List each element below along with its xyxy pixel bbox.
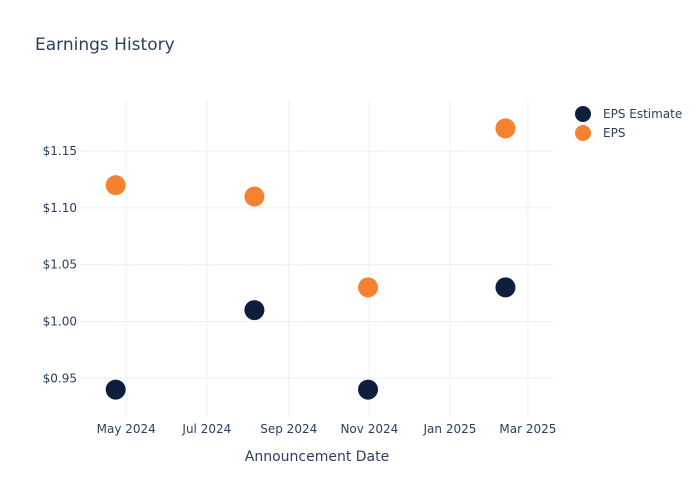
x-axis-ticks: May 2024 Jul 2024 Sep 2024 Nov 2024 Jan 2025… [97,422,557,436]
y-tick-label: $1.00 [43,314,77,328]
legend-label: EPS [603,126,625,140]
y-tick-label: $1.15 [43,144,77,158]
eps-estimate-point[interactable] [358,379,379,400]
x-tick-label: Sep 2024 [260,422,317,436]
eps-estimate-point[interactable] [244,300,265,321]
y-tick-label: $1.10 [43,201,77,215]
eps-point[interactable] [358,277,379,298]
y-axis-ticks: $0.95 $1.00 $1.05 $1.10 $1.15 [43,144,77,385]
x-tick-label: Mar 2025 [499,422,556,436]
x-tick-label: Jul 2024 [181,422,231,436]
y-tick-label: $0.95 [43,371,77,385]
x-tick-label: Nov 2024 [340,422,398,436]
y-tick-label: $1.05 [43,258,77,272]
legend-item-eps[interactable]: EPS [575,125,625,141]
legend-label: EPS Estimate [603,107,682,121]
eps-point[interactable] [244,186,265,207]
x-tick-label: Jan 2025 [423,422,477,436]
legend[interactable]: EPS Estimate EPS [575,106,682,141]
eps-point[interactable] [105,175,126,196]
chart-title: Earnings History [35,35,175,55]
grid-lines [80,100,553,418]
legend-item-eps-estimate[interactable]: EPS Estimate [575,106,682,122]
x-axis-title: Announcement Date [245,449,389,465]
eps-estimate-point[interactable] [105,379,126,400]
data-points [105,118,516,400]
eps-estimate-point[interactable] [495,277,516,298]
legend-marker [575,125,591,141]
legend-marker [575,106,591,122]
x-tick-label: May 2024 [97,422,156,436]
eps-point[interactable] [495,118,516,139]
